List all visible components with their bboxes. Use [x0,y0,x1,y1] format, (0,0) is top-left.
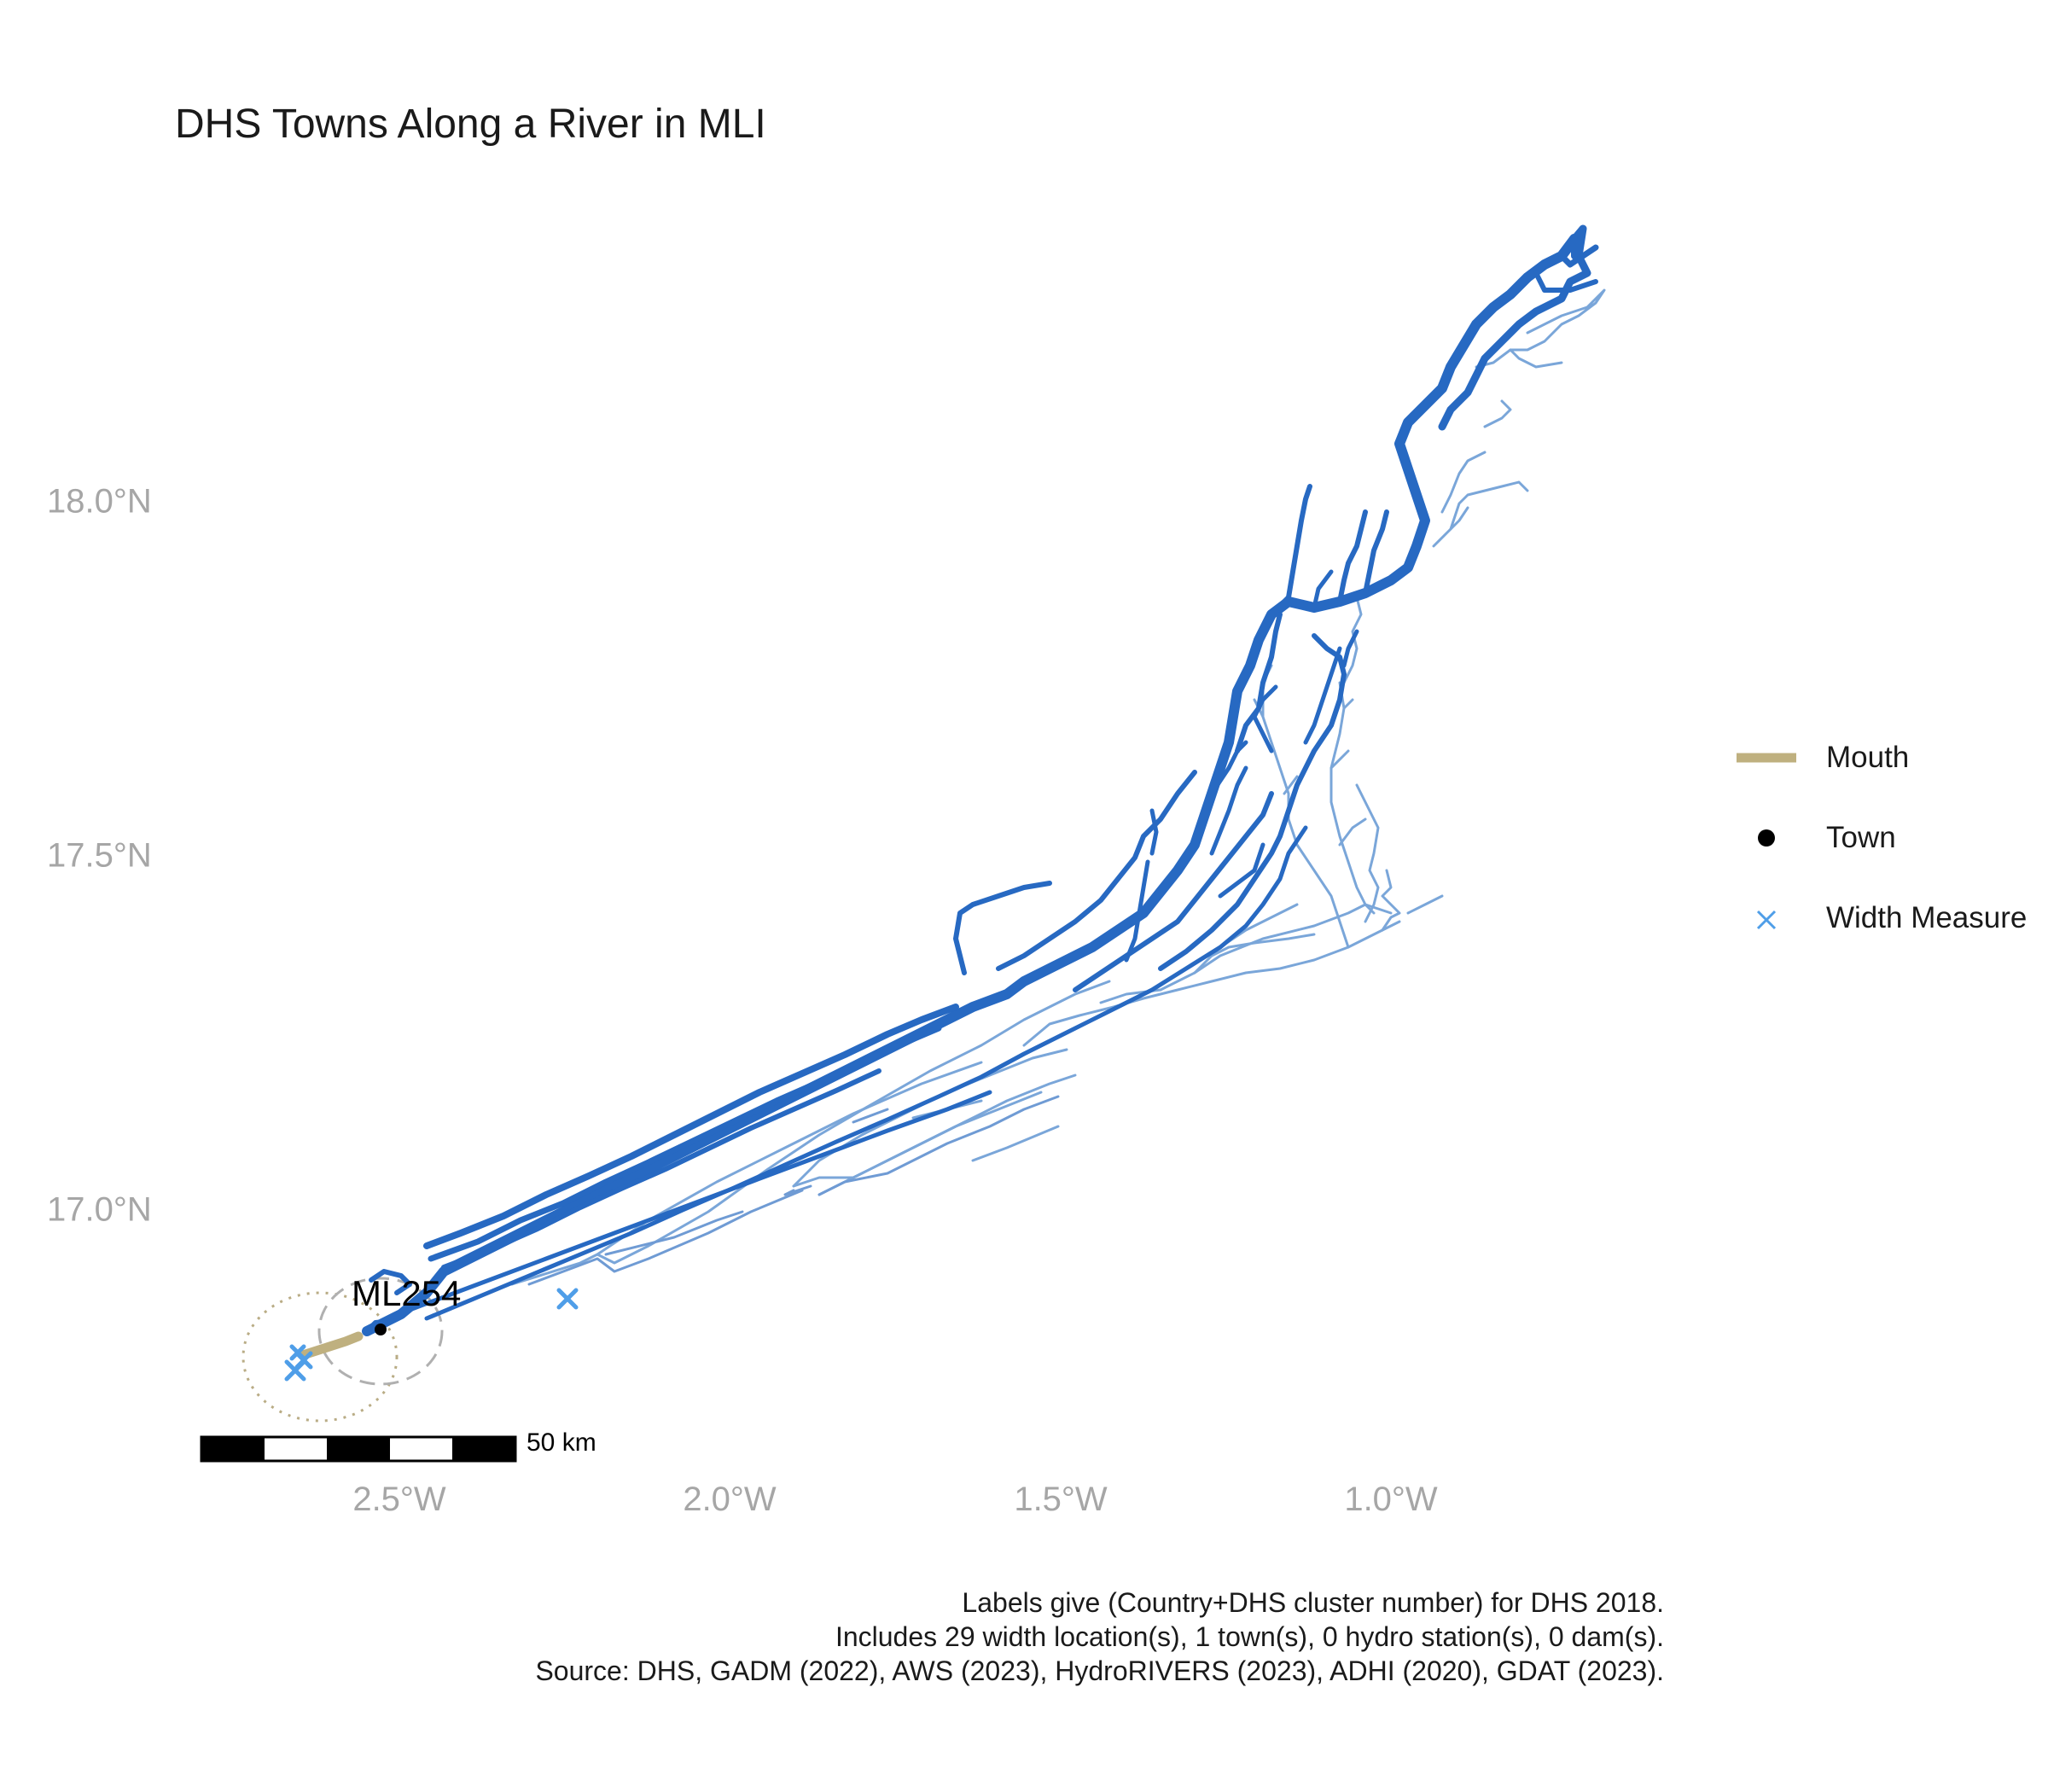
x-tick-label: 2.5°W [352,1481,446,1518]
mouth-segment [298,1331,364,1360]
x-tick-label: 2.0°W [683,1481,777,1518]
y-tick-label: 18.0°N [47,482,152,521]
legend-key-width-measure [1756,910,1777,930]
width-measure-markers [284,1288,579,1382]
main-river [362,224,1599,1336]
scale-bar [200,1435,517,1463]
caption-line: Source: DHS, GADM (2022), AWS (2023), Hy… [535,1655,1664,1686]
y-tick-label: 17.5°N [47,836,152,875]
buffer-circle-dotted [241,1291,399,1423]
legend-label: Town [1826,821,1896,854]
town-point [375,1324,387,1335]
legend-key-town [1758,829,1775,847]
scale-bar-label: 50 km [527,1428,596,1457]
tributaries [510,288,1606,1286]
y-tick-label: 17.0°N [47,1190,152,1229]
legend-label: Mouth [1826,741,1910,774]
buffer-circle-dashed [317,1277,444,1386]
town-label: ML254 [352,1273,462,1313]
caption: Labels give (Country+DHS cluster number)… [535,1585,1664,1688]
south-channels [527,1095,1060,1286]
x-tick-label: 1.5°W [1014,1481,1108,1518]
width-measure-marker [289,1344,306,1361]
chart-title: DHS Towns Along a River in MLI [175,102,766,147]
width-measure-marker [556,1288,579,1310]
x-tick-label: 1.0°W [1344,1481,1438,1518]
caption-line: Includes 29 width location(s), 1 town(s)… [835,1621,1664,1652]
caption-line: Labels give (Country+DHS cluster number)… [962,1587,1664,1618]
legend-label: Width Measure [1826,901,2028,934]
legend-keys [1737,753,1796,930]
